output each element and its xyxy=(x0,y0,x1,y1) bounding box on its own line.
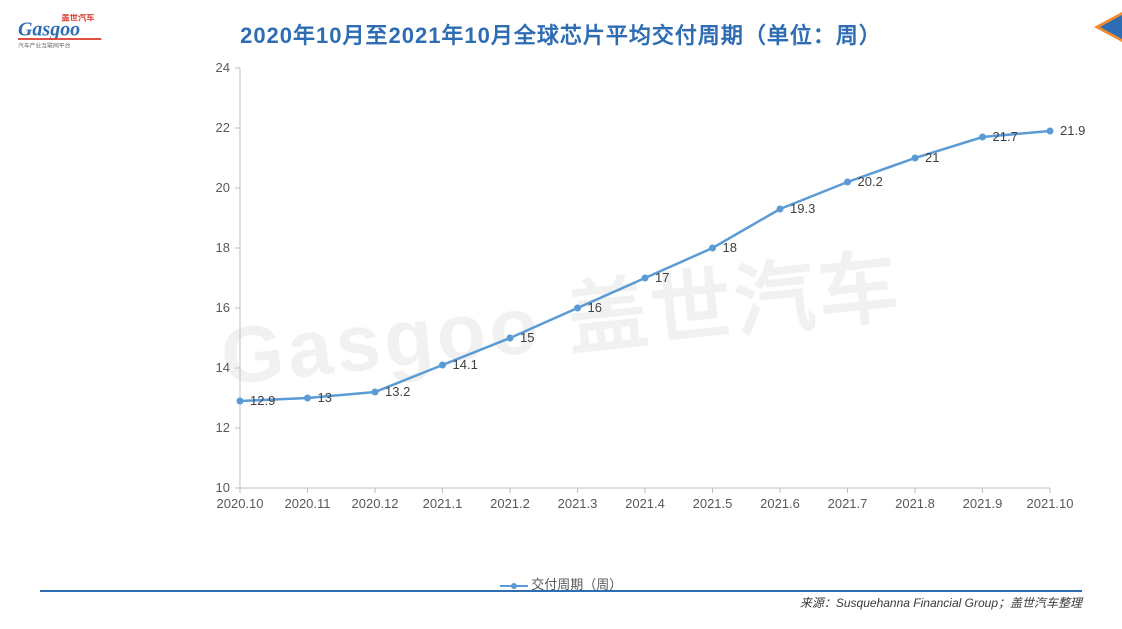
x-tick-label: 2021.4 xyxy=(625,496,665,511)
x-tick-label: 2020.10 xyxy=(217,496,264,511)
x-tick-label: 2021.5 xyxy=(693,496,733,511)
x-tick-label: 2021.8 xyxy=(895,496,935,511)
x-tick-label: 2021.1 xyxy=(423,496,463,511)
data-label: 13 xyxy=(318,390,332,405)
data-marker xyxy=(912,155,919,162)
data-marker xyxy=(1047,128,1054,135)
data-label: 13.2 xyxy=(385,384,410,399)
y-tick-label: 14 xyxy=(216,360,230,375)
source-prefix: 来源： xyxy=(800,596,836,610)
data-marker xyxy=(574,305,581,312)
y-tick-label: 22 xyxy=(216,120,230,135)
data-label: 12.9 xyxy=(250,393,275,408)
x-tick-label: 2021.10 xyxy=(1027,496,1074,511)
source-citation: 来源：Susquehanna Financial Group；盖世汽车整理 xyxy=(40,590,1082,611)
data-marker xyxy=(709,245,716,252)
data-marker xyxy=(777,206,784,213)
data-marker xyxy=(372,389,379,396)
x-tick-label: 2021.6 xyxy=(760,496,800,511)
x-tick-label: 2021.9 xyxy=(963,496,1003,511)
line-chart: 10 12 14 16 18 20 22 24 2020.10 2020.11 2020.12 202… xyxy=(200,58,1060,548)
x-tick-label: 2021.7 xyxy=(828,496,868,511)
x-tick-label: 2021.2 xyxy=(490,496,530,511)
x-tick-label: 2020.12 xyxy=(352,496,399,511)
data-marker xyxy=(642,275,649,282)
y-tick-label: 10 xyxy=(216,480,230,495)
data-marker xyxy=(439,362,446,369)
data-marker xyxy=(979,134,986,141)
data-label: 20.2 xyxy=(858,174,883,189)
chart-title: 2020年10月至2021年10月全球芯片平均交付周期（单位：周） xyxy=(0,18,1122,50)
y-tick-label: 16 xyxy=(216,300,230,315)
x-tick-label: 2020.11 xyxy=(284,496,330,511)
data-label: 21.7 xyxy=(993,129,1018,144)
y-tick-label: 20 xyxy=(216,180,230,195)
data-label: 15 xyxy=(520,330,534,345)
data-label: 21.9 xyxy=(1060,123,1085,138)
data-label: 18 xyxy=(723,240,737,255)
y-tick-label: 24 xyxy=(216,60,230,75)
source-text: Susquehanna Financial Group；盖世汽车整理 xyxy=(836,596,1082,610)
series-line xyxy=(240,131,1050,401)
data-marker xyxy=(507,335,514,342)
y-tick-label: 18 xyxy=(216,240,230,255)
data-label: 16 xyxy=(588,300,602,315)
x-tick-label: 2021.3 xyxy=(558,496,598,511)
data-marker xyxy=(844,179,851,186)
data-label: 21 xyxy=(925,150,939,165)
data-label: 14.1 xyxy=(453,357,478,372)
data-marker xyxy=(237,398,244,405)
data-label: 19.3 xyxy=(790,201,815,216)
data-marker xyxy=(304,395,311,402)
legend-swatch xyxy=(500,585,528,587)
y-tick-label: 12 xyxy=(216,420,230,435)
data-label: 17 xyxy=(655,270,669,285)
